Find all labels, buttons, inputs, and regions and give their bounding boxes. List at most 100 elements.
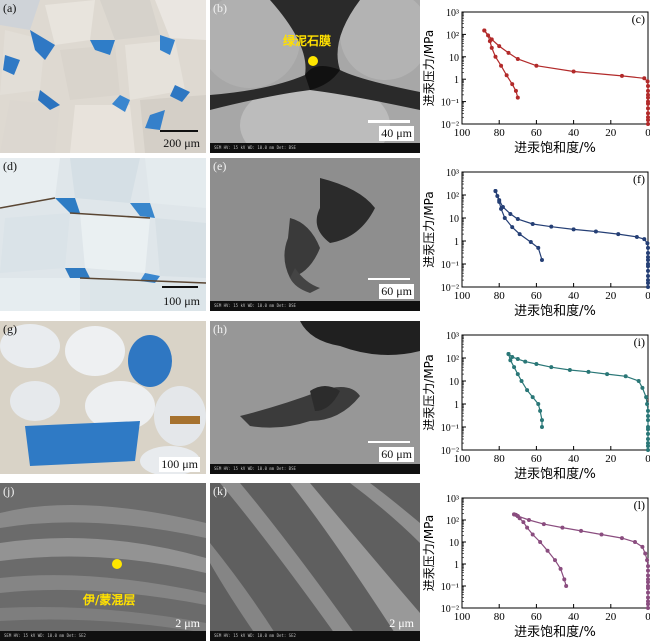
data-point bbox=[645, 402, 650, 406]
data-point bbox=[646, 414, 650, 419]
data-point bbox=[560, 525, 565, 530]
sem-info-bar-k: SEM HV: 15 kV WD: 10.0 mm Det: SE2 bbox=[210, 631, 420, 641]
data-point bbox=[549, 224, 554, 229]
data-point bbox=[646, 448, 650, 452]
y-axis-label: 进汞压力/MPa bbox=[422, 30, 436, 106]
y-tick-label: 10 bbox=[449, 53, 459, 64]
data-point bbox=[642, 76, 647, 81]
data-point bbox=[640, 544, 645, 549]
x-tick-label: 40 bbox=[568, 453, 580, 465]
y-axis-label: 进汞压力/MPa bbox=[422, 354, 436, 430]
data-point bbox=[515, 217, 520, 222]
x-tick-label: 0 bbox=[645, 453, 650, 465]
scale-text-d: 100 μm bbox=[163, 294, 200, 308]
x-tick-label: 60 bbox=[531, 611, 543, 623]
data-point bbox=[616, 232, 621, 237]
data-point bbox=[623, 374, 628, 379]
data-point bbox=[539, 418, 544, 423]
data-point bbox=[553, 558, 557, 563]
y-tick-label: 1 bbox=[454, 237, 459, 248]
data-point bbox=[536, 402, 541, 406]
sem-image-j bbox=[0, 483, 206, 641]
data-point bbox=[605, 372, 610, 377]
data-point bbox=[646, 577, 650, 582]
x-tick-label: 0 bbox=[645, 290, 650, 302]
data-point bbox=[646, 122, 650, 126]
scale-text-b: 40 μm bbox=[379, 126, 414, 141]
photo-b: (b) 绿泥石膜 40 μm SEM HV: 15 kV WD: 10.0 mm… bbox=[210, 0, 420, 153]
data-point bbox=[510, 355, 515, 360]
scale-bar-h bbox=[368, 441, 410, 444]
y-tick-label: 10⁻² bbox=[441, 120, 459, 131]
data-point bbox=[646, 92, 650, 97]
y-axis-label: 进汞压力/MPa bbox=[422, 191, 436, 267]
x-axis-label: 进汞饱和度/% bbox=[514, 303, 596, 319]
y-tick-label: 10⁻¹ bbox=[441, 582, 459, 593]
chart-panel-label: (c) bbox=[632, 12, 645, 26]
panel-label-e: (e) bbox=[213, 159, 227, 173]
data-point bbox=[567, 368, 572, 373]
data-point bbox=[515, 95, 520, 100]
annotation-point-b bbox=[308, 56, 318, 66]
x-tick-label: 60 bbox=[531, 290, 543, 302]
chart-l: 100 80 60 40 20 0 10⁻² 10⁻¹ 1 10 10² 10³ 进汞饱和度/% 进汞压力… bbox=[422, 494, 650, 640]
data-point bbox=[646, 431, 650, 436]
data-point bbox=[528, 240, 533, 245]
data-point bbox=[545, 548, 550, 553]
y-tick-label: 10³ bbox=[446, 168, 459, 179]
x-axis-label: 进汞饱和度/% bbox=[514, 624, 596, 640]
chart-i: 100 80 60 40 20 0 10⁻² 10⁻¹ 1 10 10² 10³ 进汞饱和度/% 进汞压力… bbox=[422, 331, 650, 482]
data-point bbox=[493, 54, 498, 59]
data-point bbox=[646, 408, 650, 413]
data-point bbox=[646, 245, 650, 250]
y-tick-label: 10 bbox=[449, 214, 459, 225]
data-point bbox=[534, 63, 539, 68]
x-tick-label: 20 bbox=[605, 290, 617, 302]
data-point bbox=[493, 188, 498, 193]
data-point bbox=[508, 358, 513, 363]
y-tick-label: 10³ bbox=[446, 8, 459, 19]
y-tick-label: 10² bbox=[446, 354, 459, 365]
data-point bbox=[646, 99, 650, 104]
data-point bbox=[538, 408, 543, 413]
sem-info-bar-h: SEM HV: 15 kV WD: 10.0 mm Det: BSE bbox=[210, 464, 420, 474]
plot-frame bbox=[461, 497, 649, 609]
y-tick-label: 10 bbox=[449, 377, 459, 388]
x-tick-label: 100 bbox=[454, 611, 471, 623]
data-point bbox=[619, 73, 624, 78]
data-point bbox=[646, 606, 650, 610]
data-point bbox=[530, 532, 535, 537]
data-point bbox=[564, 584, 569, 588]
x-tick-label: 80 bbox=[494, 290, 506, 302]
data-point bbox=[525, 388, 530, 393]
x-tick-label: 20 bbox=[605, 127, 617, 139]
photo-h: (h) 60 μm SEM HV: 15 kV WD: 10.0 mm Det:… bbox=[210, 321, 420, 474]
data-point bbox=[646, 280, 650, 285]
panel-label-k: (k) bbox=[213, 484, 227, 498]
data-point bbox=[508, 211, 513, 216]
intrusion-curve bbox=[508, 353, 649, 450]
data-point bbox=[497, 44, 502, 49]
x-tick-label: 40 bbox=[568, 127, 580, 139]
x-tick-label: 100 bbox=[454, 453, 471, 465]
scale-bar-a bbox=[160, 130, 198, 133]
intrusion-curve bbox=[494, 190, 649, 287]
x-tick-label: 0 bbox=[645, 127, 650, 139]
data-point bbox=[646, 599, 650, 604]
data-point bbox=[646, 257, 650, 262]
panel-label-d: (d) bbox=[3, 159, 17, 173]
sem-image-k bbox=[210, 483, 420, 641]
data-point bbox=[515, 56, 520, 61]
withdrawal-curve bbox=[494, 190, 543, 261]
data-point bbox=[646, 262, 650, 266]
data-point bbox=[599, 532, 604, 537]
data-point bbox=[515, 357, 520, 362]
data-point bbox=[517, 232, 522, 237]
data-point bbox=[646, 285, 650, 289]
data-point bbox=[517, 516, 522, 521]
data-point bbox=[562, 577, 567, 582]
x-tick-label: 60 bbox=[531, 127, 543, 139]
x-tick-label: 80 bbox=[494, 127, 506, 139]
data-point bbox=[536, 245, 541, 250]
withdrawal-curve bbox=[513, 513, 567, 587]
